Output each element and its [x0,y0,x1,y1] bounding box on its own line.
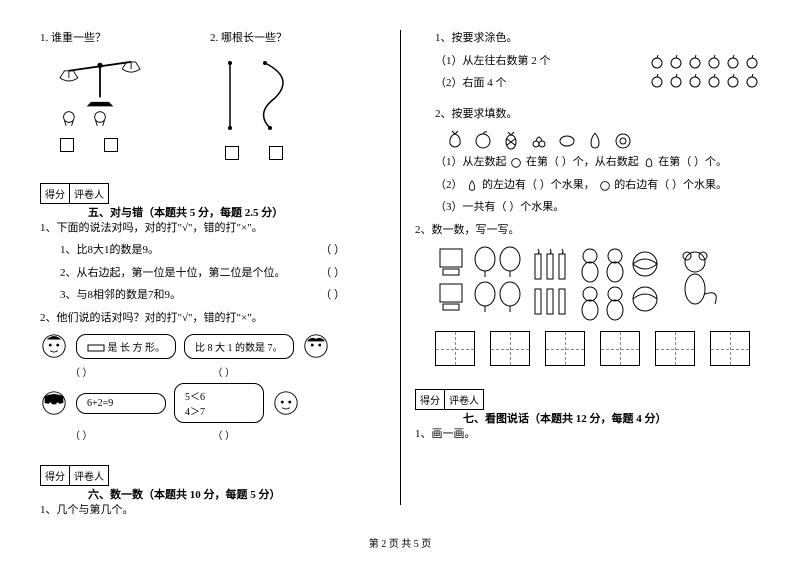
apple-icon [668,53,684,69]
balance-scale-image [40,53,160,133]
apple-icon [687,53,703,69]
paren-b3[interactable]: （ ） [70,427,93,442]
grid-box[interactable] [435,331,475,366]
apple-icon [744,72,760,88]
paren-5-1-2[interactable]: （ ） [320,265,345,282]
r-q1-2: （2）右面 4 个 [415,75,639,92]
paren-b1[interactable]: （ ） [70,364,93,379]
apple-icon [668,72,684,88]
apple-icon [706,72,722,88]
grid-box[interactable] [710,331,750,366]
left-column: 1. 谁重一些？ [40,30,385,525]
r-q2-1: （1）从左数起 在第（ ）个，从右数起 在第（ ）个。 [415,154,760,171]
face-icon-3 [40,389,68,417]
q6-1: 1、几个与第几个。 [40,502,385,519]
right-column: 1、按要求涂色。 （1）从左往右数第 2 个 （2）右面 4 个 [415,30,760,525]
apple-grid [639,53,760,88]
section-6-title: 六、数一数（本题共 10 分，每题 5 分） [48,486,281,502]
speech-bubble-4: 5＜6 4＞7 [174,383,264,423]
face-icon-2 [302,332,330,360]
apple-icon [649,72,665,88]
mango-icon [557,128,577,150]
r-q1-1: （1）从左往右数第 2 个 [415,53,639,70]
speech-row-2: 6+2=9 5＜6 4＞7 [40,383,385,423]
score-box-7: 得分 评卷人 [415,389,484,410]
peach-inline-icon [509,155,523,169]
q7-1: 1、画一画。 [415,426,760,443]
pineapple-icon [501,128,521,150]
checkbox-q2-b[interactable] [269,146,283,160]
face-icon-1 [40,332,68,360]
curves-image [210,53,330,143]
pear-icon [585,128,605,150]
grader-label: 评卷人 [70,184,108,203]
apple-icon [649,53,665,69]
count-objects-image [435,244,760,327]
section-5-title: 五、对与错（本题共 5 分，每题 2.5 分） [48,204,283,220]
apple-icon [725,72,741,88]
q2-label: 2. 哪根长一些？ [210,30,330,47]
score-box-5: 得分 评卷人 [40,183,109,204]
pear-inline-icon [465,178,479,192]
fruits-row [445,128,760,150]
checkbox-q1-a[interactable] [60,138,74,152]
grader-label-6: 评卷人 [70,466,108,485]
grader-label-7: 评卷人 [445,390,483,409]
grid-box[interactable] [490,331,530,366]
q5-2: 2、他们说的话对吗？对的打"√"，错的打"×"。 [40,310,385,327]
apple-icon [725,53,741,69]
r-q1: 1、按要求涂色。 [415,30,760,47]
r-q2: 2、按要求填数。 [415,106,760,123]
paren-5-1-1[interactable]: （ ） [320,242,345,259]
question-row-1-2: 1. 谁重一些？ [40,30,385,160]
speech-bubble-3: 6+2=9 [76,393,166,414]
score-label-6: 得分 [41,466,70,485]
r-q2-3: （3）一共有（ ）个水果。 [415,199,760,216]
cherry-icon [529,128,549,150]
strawberry-inline-icon [642,155,656,169]
answer-grid-boxes [435,331,760,366]
peach-inline-icon-2 [598,178,612,192]
grid-box[interactable] [600,331,640,366]
q1-label: 1. 谁重一些？ [40,30,160,47]
r-q3: 2、数一数，写一写。 [415,222,760,239]
speech-bubble-1: 是 长 方 形。 [76,334,176,359]
page-footer: 第 2 页 共 5 页 [0,535,800,550]
strawberry-icon [445,128,465,150]
q5-1-2: 2、从右边起，第一位是十位，第二位是个位。 [60,265,286,282]
question-2: 2. 哪根长一些？ [210,30,330,160]
paren-row-2: （ ） （ ） [40,427,385,442]
paren-b4[interactable]: （ ） [213,427,236,442]
orange-icon [613,128,633,150]
apple-icon [706,53,722,69]
r-q2-2: （2） 的左边有（ ）个水果， 的右边有（ ）个水果。 [415,177,760,194]
apple-icon [744,53,760,69]
peach-icon [473,128,493,150]
grid-box[interactable] [655,331,695,366]
grid-box[interactable] [545,331,585,366]
score-box-6: 得分 评卷人 [40,465,109,486]
checkbox-q2-a[interactable] [225,146,239,160]
score-label: 得分 [41,184,70,203]
column-divider [400,30,401,505]
score-label-7: 得分 [416,390,445,409]
section-7-title: 七、看图说话（本题共 12 分，每题 4 分） [423,410,667,426]
speech-row-1: 是 长 方 形。 比 8 大 1 的数是 7。 [40,332,385,360]
apple-icon [687,72,703,88]
checkbox-q1-b[interactable] [104,138,118,152]
question-1: 1. 谁重一些？ [40,30,160,160]
speech-bubble-2: 比 8 大 1 的数是 7。 [184,334,294,359]
q5-1-1: 1、比8大1的数是9。 [60,242,159,259]
paren-b2[interactable]: （ ） [213,364,236,379]
paren-row-1: （ ） （ ） [40,364,385,379]
q5-1: 1、下面的说法对吗，对的打"√"，错的打"×"。 [40,220,385,237]
paren-5-1-3[interactable]: （ ） [320,287,345,304]
face-icon-4 [272,389,300,417]
q5-1-3: 3、与8相邻的数是7和9。 [60,287,181,304]
